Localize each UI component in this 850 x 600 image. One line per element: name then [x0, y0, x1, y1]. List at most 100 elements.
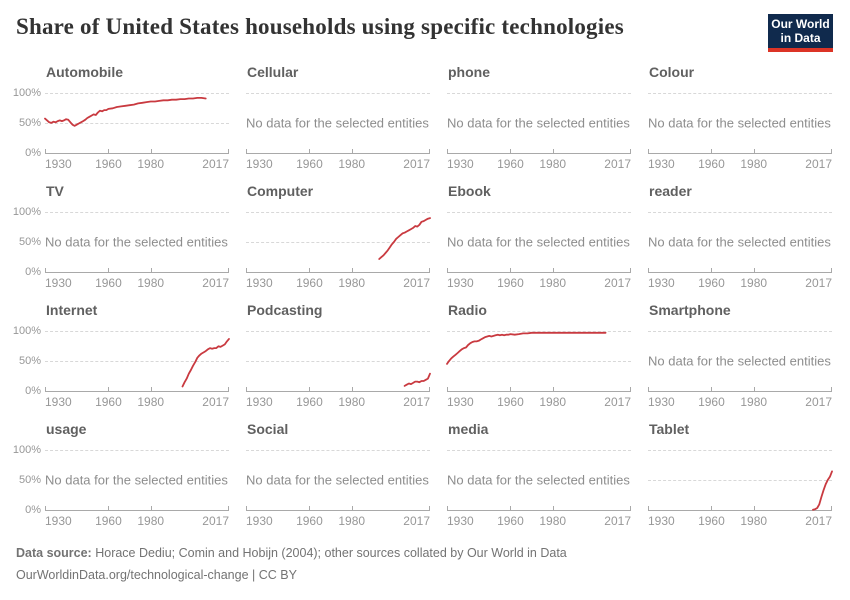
x-axis-tick	[309, 387, 311, 392]
gridline-100	[648, 93, 832, 94]
x-axis-tick	[45, 149, 46, 154]
data-source-text: Horace Dediu; Comin and Hobijn (2004); o…	[95, 546, 567, 560]
x-tick-label: 1980	[740, 157, 768, 171]
x-axis-tick	[429, 506, 430, 511]
facet-internet: Internet 100% 50% 0% 1930 1960 1980 2017	[13, 298, 230, 412]
x-tick-label: 1930	[648, 514, 675, 528]
plot-area: 100% 50% 0%	[13, 87, 229, 159]
x-tick-label: 1930	[447, 395, 474, 409]
x-tick-label: 1960	[698, 514, 725, 528]
y-tick-label: 0%	[25, 266, 41, 278]
x-axis-tick	[351, 387, 353, 392]
x-axis-tick	[351, 149, 353, 154]
x-axis-tick	[351, 506, 353, 511]
x-axis-tick	[447, 268, 448, 273]
x-axis-line	[246, 391, 430, 392]
x-axis-tick	[552, 387, 554, 392]
x-axis-tick	[429, 268, 430, 273]
x-tick-label: 2017	[604, 395, 631, 409]
owid-logo-line2: in Data	[780, 31, 821, 45]
x-axis-line	[246, 272, 430, 273]
x-tick-label: 2017	[403, 514, 430, 528]
x-tick-label: 1960	[95, 157, 122, 171]
facet-title: usage	[46, 421, 87, 437]
x-tick-label: 1960	[95, 395, 122, 409]
x-axis-tick	[150, 268, 152, 273]
gridline-100	[447, 331, 631, 332]
line-chart-internet	[181, 338, 230, 388]
x-axis-tick	[228, 268, 229, 273]
gridline-100	[246, 93, 430, 94]
no-data-message: No data for the selected entities	[648, 234, 831, 250]
x-axis-tick	[309, 268, 311, 273]
x-axis-tick	[753, 149, 755, 154]
gridline-100	[447, 93, 631, 94]
x-tick-label: 1960	[497, 514, 524, 528]
x-tick-label: 1930	[246, 395, 273, 409]
x-axis-line	[447, 391, 631, 392]
x-axis-tick	[648, 506, 649, 511]
x-tick-label: 1930	[45, 276, 72, 290]
x-tick-label: 1980	[338, 276, 366, 290]
x-tick-label: 1930	[246, 157, 273, 171]
facet-colour: Colour No data for the selected entities 1…	[648, 60, 832, 174]
facet-title: Cellular	[247, 64, 299, 80]
line-path-internet	[181, 338, 230, 388]
x-tick-label: 1930	[45, 514, 72, 528]
x-axis-tick	[150, 506, 152, 511]
plot-area: No data for the selected entities 100% 50%…	[13, 444, 229, 516]
chart-title: Share of United States households using …	[16, 14, 624, 39]
gridline-50	[246, 361, 430, 362]
x-tick-label: 1980	[137, 276, 165, 290]
line-path-automobile	[44, 97, 207, 127]
x-axis-tick	[108, 268, 110, 273]
owid-logo[interactable]: Our World in Data	[768, 14, 833, 52]
x-tick-label: 2017	[805, 276, 832, 290]
facet-media: media No data for the selected entities 19…	[447, 417, 631, 531]
x-tick-label: 1960	[95, 276, 122, 290]
x-axis-tick	[246, 506, 247, 511]
x-axis-tick	[309, 506, 311, 511]
x-tick-label: 1960	[698, 157, 725, 171]
gridline-100	[648, 450, 832, 451]
no-data-message: No data for the selected entities	[45, 472, 228, 488]
x-tick-label: 1960	[296, 395, 323, 409]
plot-area: 100% 50% 0%	[13, 325, 230, 397]
no-data-message: No data for the selected entities	[648, 115, 831, 131]
x-axis-tick	[648, 268, 649, 273]
facet-title: reader	[649, 183, 692, 199]
line-chart-computer	[378, 217, 431, 260]
line-chart-radio	[446, 331, 607, 365]
x-axis-tick	[228, 149, 229, 154]
x-tick-label: 2017	[403, 276, 430, 290]
x-tick-label: 1980	[338, 514, 366, 528]
line-chart-automobile	[44, 97, 207, 127]
x-axis-tick	[831, 149, 832, 154]
facet-title: Computer	[247, 183, 314, 199]
y-tick-label: 0%	[25, 385, 41, 397]
x-axis-line	[648, 391, 832, 392]
y-tick-label: 100%	[12, 87, 41, 99]
x-axis-line	[45, 153, 229, 154]
x-axis-line	[246, 510, 430, 511]
no-data-message: No data for the selected entities	[246, 472, 429, 488]
x-tick-label: 1960	[296, 157, 323, 171]
y-tick-label: 0%	[25, 147, 41, 159]
line-path-podcasting	[403, 372, 431, 387]
x-tick-label: 2017	[202, 276, 229, 290]
x-axis-tick	[630, 506, 631, 511]
x-axis-tick	[108, 149, 110, 154]
data-source-label: Data source:	[16, 546, 92, 560]
plot-area: No data for the selected entities	[246, 93, 430, 154]
gridline-50	[648, 480, 832, 481]
x-axis-tick	[831, 387, 832, 392]
gridline-100	[246, 331, 430, 332]
x-tick-label: 1960	[95, 514, 122, 528]
x-axis-tick	[447, 149, 448, 154]
x-axis-tick	[510, 506, 512, 511]
x-tick-label: 1980	[137, 395, 165, 409]
x-tick-label: 1960	[296, 276, 323, 290]
x-axis-tick	[711, 387, 713, 392]
x-axis-line	[45, 272, 229, 273]
x-axis-tick	[648, 149, 649, 154]
